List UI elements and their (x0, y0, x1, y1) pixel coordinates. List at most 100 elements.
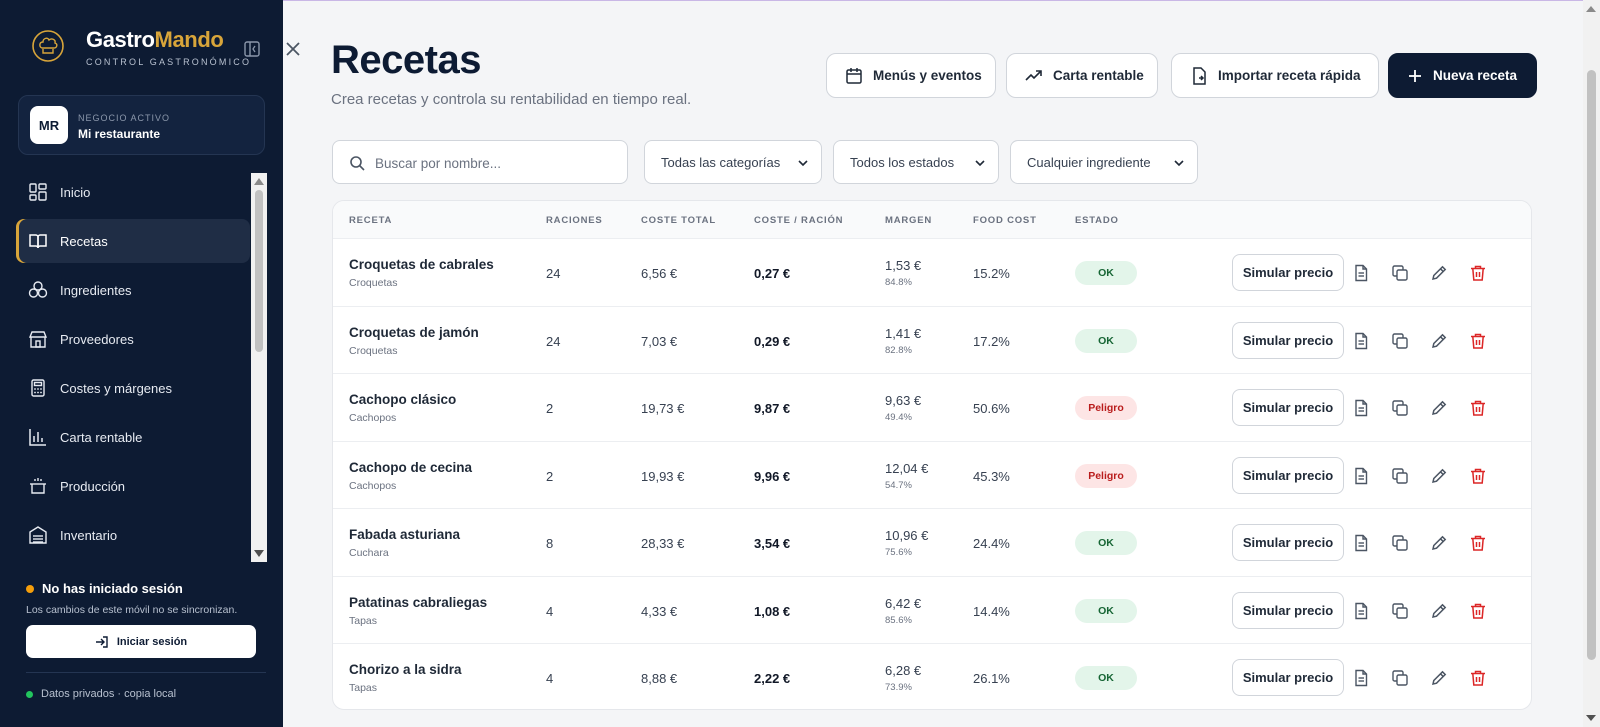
ingredient-select-value: Cualquier ingrediente (1027, 154, 1151, 170)
scroll-down-arrow-icon[interactable] (1586, 715, 1596, 721)
sidebar-item-carta-rentable[interactable]: Carta rentable (16, 415, 250, 459)
sidebar-scrollbar[interactable] (251, 173, 267, 562)
duplicate-icon[interactable] (1391, 467, 1409, 485)
sidebar-item-inventario[interactable]: Inventario (16, 513, 250, 557)
status-badge: Peligro (1075, 463, 1137, 488)
recipe-margin: 1,41 € (885, 325, 922, 341)
column-header-margen[interactable]: MARGEN (885, 215, 933, 226)
duplicate-icon[interactable] (1391, 669, 1409, 687)
menus-events-button[interactable]: Menús y eventos (826, 53, 996, 98)
column-header-food-cost[interactable]: FOOD COST (973, 215, 1037, 226)
active-business-card[interactable]: MR NEGOCIO ACTIVO Mi restaurante (18, 95, 265, 155)
search-box[interactable] (332, 140, 628, 184)
recipe-name[interactable]: Patatinas cabraliegas (349, 594, 488, 610)
document-icon[interactable] (1352, 669, 1370, 687)
category-select[interactable]: Todas las categorías (644, 140, 822, 184)
column-header-coste-total[interactable]: COSTE TOTAL (641, 215, 716, 226)
column-header-estado[interactable]: ESTADO (1075, 215, 1119, 226)
document-icon[interactable] (1352, 264, 1370, 282)
edit-icon[interactable] (1430, 399, 1448, 417)
column-header-receta[interactable]: RECETA (349, 215, 393, 226)
document-icon[interactable] (1352, 467, 1370, 485)
chevron-down-icon (975, 160, 985, 167)
document-icon[interactable] (1352, 399, 1370, 417)
delete-icon[interactable] (1469, 467, 1487, 485)
document-icon[interactable] (1352, 534, 1370, 552)
delete-icon[interactable] (1469, 602, 1487, 620)
scroll-down-arrow-icon[interactable] (254, 550, 264, 557)
recipe-name[interactable]: Fabada asturiana (349, 527, 461, 542)
duplicate-icon[interactable] (1391, 602, 1409, 620)
scroll-up-arrow-icon[interactable] (1586, 6, 1596, 12)
page-scrollbar[interactable] (1583, 0, 1600, 727)
recipe-name[interactable]: Cachopo de cecina (349, 459, 473, 475)
sidebar-item-ingredientes[interactable]: Ingredientes (16, 268, 250, 312)
sidebar: GastroMando CONTROL GASTRONÓMICO MR NEGO… (0, 0, 283, 727)
recipe-total-cost: 6,56 € (641, 266, 678, 281)
sidebar-item-costes[interactable]: Costes y márgenes (16, 366, 250, 410)
duplicate-icon[interactable] (1391, 332, 1409, 350)
simulate-price-button[interactable]: Simular precio (1232, 591, 1344, 629)
close-icon[interactable] (283, 39, 303, 59)
delete-icon[interactable] (1469, 264, 1487, 282)
carta-rentable-button[interactable]: Carta rentable (1006, 53, 1158, 98)
sidebar-item-produccion[interactable]: Producción (16, 464, 250, 508)
recipe-name[interactable]: Cachopo clásico (349, 392, 457, 407)
new-recipe-button[interactable]: Nueva receta (1388, 53, 1537, 98)
search-input[interactable] (375, 152, 615, 174)
document-icon[interactable] (1352, 332, 1370, 350)
recipe-total-cost: 7,03 € (641, 333, 678, 349)
warning-dot-icon (26, 584, 34, 593)
table-row[interactable]: Cachopo clásico Cachopos 2 19,73 € 9,87 € 9,6… (333, 374, 1531, 442)
scroll-up-arrow-icon[interactable] (254, 178, 264, 185)
column-header-raciones[interactable]: RACIONES (546, 215, 603, 226)
status-select[interactable]: Todos los estados (833, 140, 999, 184)
sidebar-item-recetas[interactable]: Recetas (16, 219, 250, 263)
recipe-name[interactable]: Chorizo a la sidra (349, 662, 462, 677)
simulate-price-button[interactable]: Simular precio (1232, 254, 1344, 291)
new-recipe-label: Nueva receta (1433, 68, 1518, 83)
duplicate-icon[interactable] (1391, 264, 1409, 282)
import-recipe-button[interactable]: Importar receta rápida (1171, 53, 1379, 98)
document-icon[interactable] (1352, 602, 1370, 620)
sidebar-collapse-icon[interactable] (243, 40, 261, 58)
edit-icon[interactable] (1430, 467, 1448, 485)
recipe-name[interactable]: Croquetas de jamón (349, 324, 479, 340)
simulate-price-button[interactable]: Simular precio (1232, 659, 1344, 696)
simulate-price-button[interactable]: Simular precio (1232, 389, 1344, 426)
login-button[interactable]: Iniciar sesión (26, 625, 256, 658)
table-row[interactable]: Patatinas cabraliegas Tapas 4 4,33 € 1,08 € 6… (333, 577, 1531, 644)
edit-icon[interactable] (1430, 332, 1448, 350)
delete-icon[interactable] (1469, 534, 1487, 552)
column-header-coste-racion[interactable]: COSTE / RACIÓN (754, 215, 844, 226)
edit-icon[interactable] (1430, 669, 1448, 687)
sidebar-item-inicio[interactable]: Inicio (16, 170, 250, 214)
delete-icon[interactable] (1469, 332, 1487, 350)
search-icon (350, 156, 365, 171)
scroll-thumb[interactable] (1587, 70, 1596, 660)
delete-icon[interactable] (1469, 669, 1487, 687)
status-badge: OK (1075, 598, 1137, 623)
table-row[interactable]: Cachopo de cecina Cachopos 2 19,93 € 9,96 € 1… (333, 442, 1531, 509)
simulate-price-button[interactable]: Simular precio (1232, 456, 1344, 494)
edit-icon[interactable] (1430, 264, 1448, 282)
table-row[interactable]: Croquetas de jamón Croquetas 24 7,03 € 0,29 … (333, 307, 1531, 374)
ingredient-select[interactable]: Cualquier ingrediente (1010, 140, 1198, 184)
recipe-food-cost: 50.6% (973, 401, 1010, 416)
simulate-price-button[interactable]: Simular precio (1232, 524, 1344, 561)
privacy-text: Datos privados · copia local (41, 688, 177, 700)
scroll-thumb[interactable] (255, 190, 263, 352)
table-row[interactable]: Fabada asturiana Cuchara 8 28,33 € 3,54 € 10,… (333, 509, 1531, 577)
edit-icon[interactable] (1430, 534, 1448, 552)
recipe-name[interactable]: Croquetas de cabrales (349, 257, 494, 272)
table-row[interactable]: Chorizo a la sidra Tapas 4 8,88 € 2,22 € 6,28… (333, 644, 1531, 709)
edit-icon[interactable] (1430, 602, 1448, 620)
duplicate-icon[interactable] (1391, 534, 1409, 552)
recipe-category: Tapas (349, 682, 378, 694)
dashboard-icon (29, 183, 47, 201)
table-row[interactable]: Croquetas de cabrales Croquetas 24 6,56 € 0,… (333, 239, 1531, 307)
sidebar-item-proveedores[interactable]: Proveedores (16, 317, 250, 361)
duplicate-icon[interactable] (1391, 399, 1409, 417)
delete-icon[interactable] (1469, 399, 1487, 417)
simulate-price-button[interactable]: Simular precio (1232, 321, 1344, 359)
